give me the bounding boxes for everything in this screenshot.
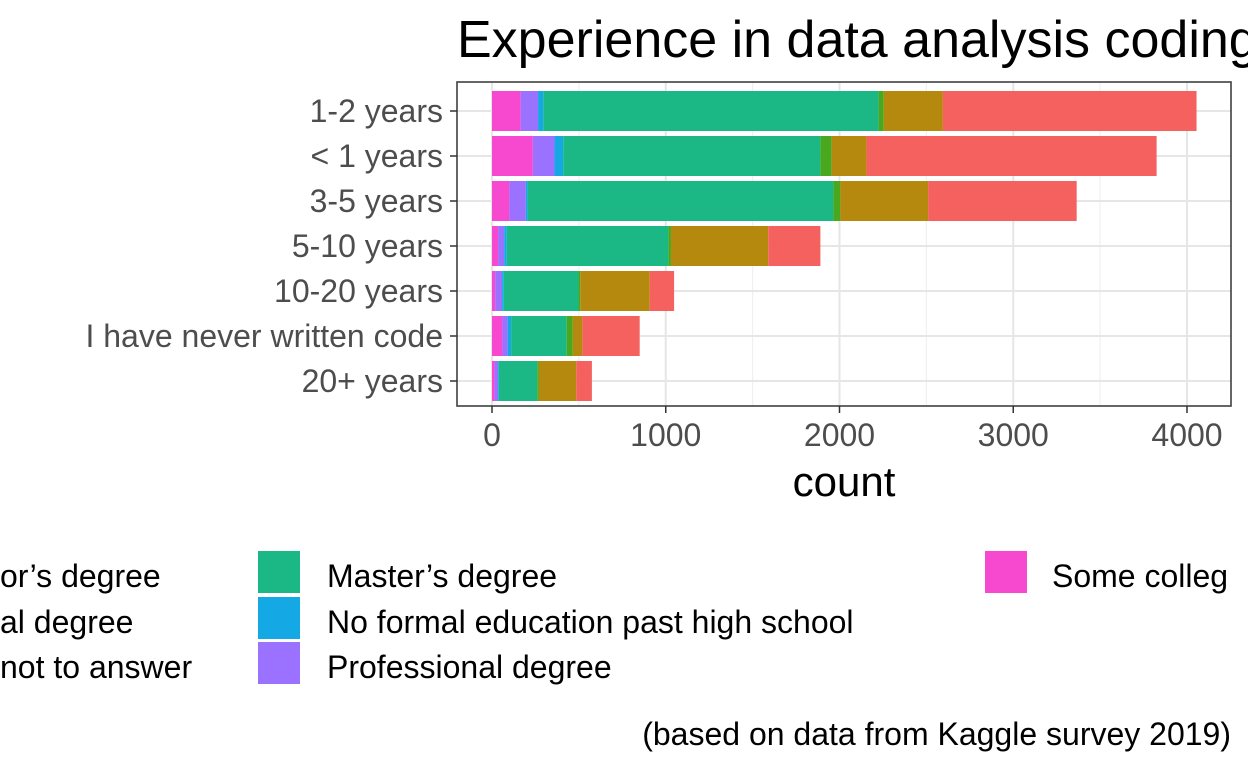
bar-segment bbox=[525, 181, 528, 221]
bar-segment bbox=[538, 361, 577, 401]
x-axis-label: count bbox=[793, 458, 896, 505]
legend-label: or’s degree bbox=[0, 558, 161, 594]
bar-segment bbox=[495, 271, 503, 311]
bar-segment bbox=[492, 226, 499, 266]
bar-segment bbox=[572, 316, 583, 356]
bar-segment bbox=[502, 316, 508, 356]
bar-segment bbox=[866, 136, 1157, 176]
bar-segment bbox=[492, 181, 510, 221]
y-tick-label: < 1 years bbox=[310, 138, 443, 174]
bar-segment bbox=[563, 136, 821, 176]
bar-segment bbox=[504, 226, 507, 266]
bar-segment bbox=[532, 136, 555, 176]
bars bbox=[492, 91, 1197, 401]
bar-segment bbox=[509, 181, 526, 221]
y-tick-label: 5-10 years bbox=[292, 228, 443, 264]
bar-segment bbox=[878, 91, 884, 131]
bar-segment bbox=[566, 316, 573, 356]
bar-segment bbox=[494, 361, 499, 401]
bar-segment bbox=[492, 361, 495, 401]
bar-segment bbox=[527, 181, 834, 221]
x-tick-label: 2000 bbox=[804, 417, 875, 453]
panel-border bbox=[456, 81, 1232, 407]
bar-segment bbox=[543, 91, 879, 131]
chart-caption: (based on data from Kaggle survey 2019) bbox=[642, 716, 1231, 752]
legend-swatch bbox=[985, 551, 1027, 593]
legend-swatch bbox=[258, 642, 300, 684]
legend-label: No formal education past high school bbox=[327, 604, 854, 640]
bar-segment bbox=[492, 91, 521, 131]
bar-segment bbox=[883, 91, 943, 131]
bar-segment bbox=[511, 316, 567, 356]
legend-item: Professional degree bbox=[258, 642, 612, 685]
legend-item: not to answer bbox=[0, 649, 192, 685]
y-axis: 1-2 years < 1 years 3-5 years 5-10 years 10-… bbox=[85, 93, 457, 399]
bar-segment bbox=[520, 91, 539, 131]
y-tick-label: 3-5 years bbox=[310, 183, 443, 219]
bar-segment bbox=[502, 271, 504, 311]
legend-label: Professional degree bbox=[327, 649, 612, 685]
legend-label: Master’s degree bbox=[327, 558, 557, 594]
bar-segment bbox=[820, 136, 832, 176]
bar-segment bbox=[498, 361, 538, 401]
bar-segment bbox=[649, 271, 675, 311]
legend: or’s degree al degree not to answer Master’… bbox=[0, 551, 1228, 685]
bar-segment bbox=[578, 271, 581, 311]
bar-segment bbox=[498, 226, 505, 266]
bar-segment bbox=[833, 181, 841, 221]
bar-segment bbox=[554, 136, 564, 176]
bar-segment bbox=[576, 361, 592, 401]
bar-segment bbox=[942, 91, 1197, 131]
legend-item: No formal education past high school bbox=[258, 597, 854, 640]
legend-label: al degree bbox=[0, 604, 133, 640]
bar-segment bbox=[492, 271, 496, 311]
bar-segment bbox=[492, 136, 533, 176]
y-tick-label: 10-20 years bbox=[274, 273, 443, 309]
legend-swatch bbox=[258, 551, 300, 593]
bar-segment bbox=[538, 91, 544, 131]
bar-segment bbox=[507, 316, 512, 356]
bar-segment bbox=[492, 316, 503, 356]
bar-segment bbox=[768, 226, 821, 266]
bar-segment bbox=[831, 136, 867, 176]
bar-segment bbox=[537, 361, 539, 401]
bar-segment bbox=[498, 361, 499, 401]
x-tick-label: 3000 bbox=[978, 417, 1049, 453]
chart-title: Experience in data analysis coding bbox=[457, 11, 1248, 69]
x-axis: 0 1000 2000 3000 4000 bbox=[483, 406, 1223, 453]
x-tick-label: 0 bbox=[483, 417, 501, 453]
legend-label: Some colleg bbox=[1052, 558, 1228, 594]
bar-segment bbox=[506, 226, 669, 266]
y-tick-label: 20+ years bbox=[302, 363, 443, 399]
bar-segment bbox=[580, 271, 650, 311]
bar-segment bbox=[928, 181, 1077, 221]
x-tick-label: 1000 bbox=[630, 417, 701, 453]
bar-segment bbox=[668, 226, 671, 266]
bar-segment bbox=[582, 316, 640, 356]
legend-item: al degree bbox=[0, 604, 133, 640]
y-tick-label: I have never written code bbox=[85, 318, 443, 354]
legend-label: not to answer bbox=[0, 649, 192, 685]
plot-panel bbox=[456, 81, 1232, 407]
x-tick-label: 4000 bbox=[1151, 417, 1222, 453]
legend-item: Some colleg bbox=[985, 551, 1228, 594]
bar-segment bbox=[840, 181, 929, 221]
legend-item: Master’s degree bbox=[258, 551, 557, 594]
bar-segment bbox=[670, 226, 769, 266]
bar-segment bbox=[503, 271, 579, 311]
legend-swatch bbox=[258, 597, 300, 639]
legend-item: or’s degree bbox=[0, 558, 161, 594]
y-tick-label: 1-2 years bbox=[310, 93, 443, 129]
